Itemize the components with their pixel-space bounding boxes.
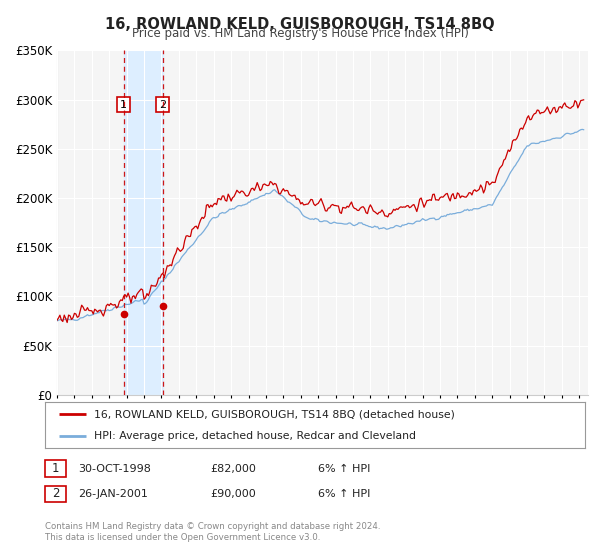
Text: 6% ↑ HPI: 6% ↑ HPI	[318, 464, 370, 474]
Text: £90,000: £90,000	[210, 489, 256, 499]
Text: £82,000: £82,000	[210, 464, 256, 474]
Bar	[124, 50, 163, 395]
Text: 26-JAN-2001: 26-JAN-2001	[78, 489, 148, 499]
Text: 30-OCT-1998: 30-OCT-1998	[78, 464, 151, 474]
Text: 1: 1	[52, 462, 59, 475]
Text: Price paid vs. HM Land Registry's House Price Index (HPI): Price paid vs. HM Land Registry's House …	[131, 27, 469, 40]
Text: HPI: Average price, detached house, Redcar and Cleveland: HPI: Average price, detached house, Redc…	[94, 431, 416, 441]
Text: 1: 1	[120, 100, 127, 110]
Text: This data is licensed under the Open Government Licence v3.0.: This data is licensed under the Open Gov…	[45, 533, 320, 542]
Text: 6% ↑ HPI: 6% ↑ HPI	[318, 489, 370, 499]
Text: 2: 2	[159, 100, 166, 110]
Text: 16, ROWLAND KELD, GUISBOROUGH, TS14 8BQ (detached house): 16, ROWLAND KELD, GUISBOROUGH, TS14 8BQ …	[94, 409, 454, 419]
Text: Contains HM Land Registry data © Crown copyright and database right 2024.: Contains HM Land Registry data © Crown c…	[45, 522, 380, 531]
Text: 2: 2	[52, 487, 59, 501]
Text: 16, ROWLAND KELD, GUISBOROUGH, TS14 8BQ: 16, ROWLAND KELD, GUISBOROUGH, TS14 8BQ	[105, 17, 495, 32]
